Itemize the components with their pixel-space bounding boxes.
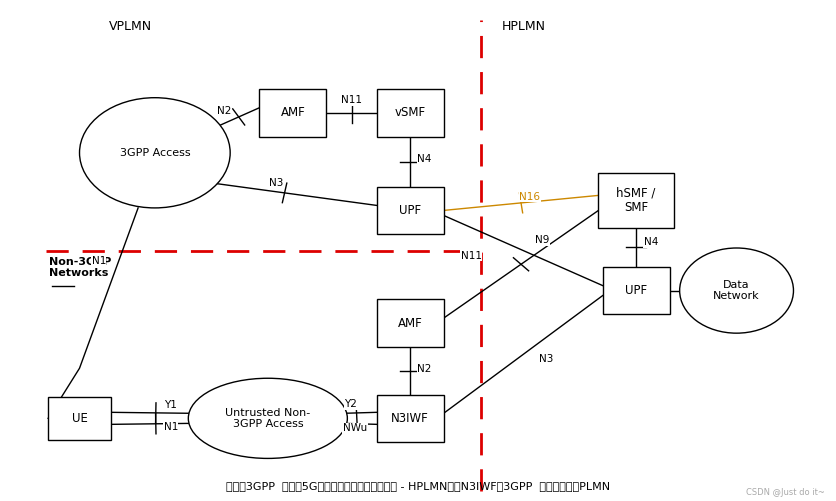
Text: N16: N16 [518, 192, 540, 202]
Text: Y2: Y2 [344, 399, 357, 409]
Text: N11: N11 [340, 95, 362, 105]
Text: VPLMN: VPLMN [109, 20, 152, 33]
FancyBboxPatch shape [376, 187, 443, 234]
Text: UE: UE [72, 412, 87, 425]
FancyBboxPatch shape [48, 397, 110, 440]
Text: N4: N4 [416, 154, 431, 164]
Text: CSDN @Just do it~: CSDN @Just do it~ [745, 488, 823, 497]
Text: AMF: AMF [397, 317, 422, 330]
Text: N2: N2 [416, 364, 431, 374]
Text: N11: N11 [460, 250, 482, 261]
Text: Untrusted Non-
3GPP Access: Untrusted Non- 3GPP Access [225, 407, 310, 429]
Text: 3GPP Access: 3GPP Access [120, 148, 190, 158]
Text: N2: N2 [217, 106, 232, 116]
Ellipse shape [188, 378, 347, 458]
Text: N4: N4 [643, 237, 658, 247]
Text: Non-3GPP
Networks: Non-3GPP Networks [48, 257, 111, 278]
Text: UPF: UPF [624, 284, 646, 297]
Text: hSMF /
SMF: hSMF / SMF [615, 186, 655, 214]
Text: NWu: NWu [343, 423, 366, 433]
FancyBboxPatch shape [376, 300, 443, 347]
FancyBboxPatch shape [376, 395, 443, 442]
Text: Data
Network: Data Network [712, 280, 759, 302]
Text: vSMF: vSMF [394, 106, 426, 119]
Text: N3IWF: N3IWF [390, 412, 429, 425]
FancyBboxPatch shape [376, 89, 443, 137]
Text: AMF: AMF [280, 106, 305, 119]
Text: UPF: UPF [399, 204, 421, 217]
Text: Y1: Y1 [164, 400, 177, 410]
Ellipse shape [79, 98, 230, 208]
Ellipse shape [679, 248, 793, 333]
Text: N3: N3 [538, 354, 553, 364]
Text: N9: N9 [534, 235, 549, 245]
FancyBboxPatch shape [602, 267, 669, 315]
Text: HPLMN: HPLMN [502, 20, 546, 33]
FancyBboxPatch shape [259, 89, 326, 137]
Text: N3: N3 [268, 178, 283, 188]
FancyBboxPatch shape [598, 173, 673, 228]
Text: 具有非3GPP  接入的5G核心网的家庭路由漫游架构 - HPLMN中的N3IWF和3GPP  接入中的不同PLMN: 具有非3GPP 接入的5G核心网的家庭路由漫游架构 - HPLMN中的N3IWF… [227, 481, 609, 491]
Text: N1: N1 [91, 256, 106, 266]
Text: N1: N1 [163, 422, 178, 432]
